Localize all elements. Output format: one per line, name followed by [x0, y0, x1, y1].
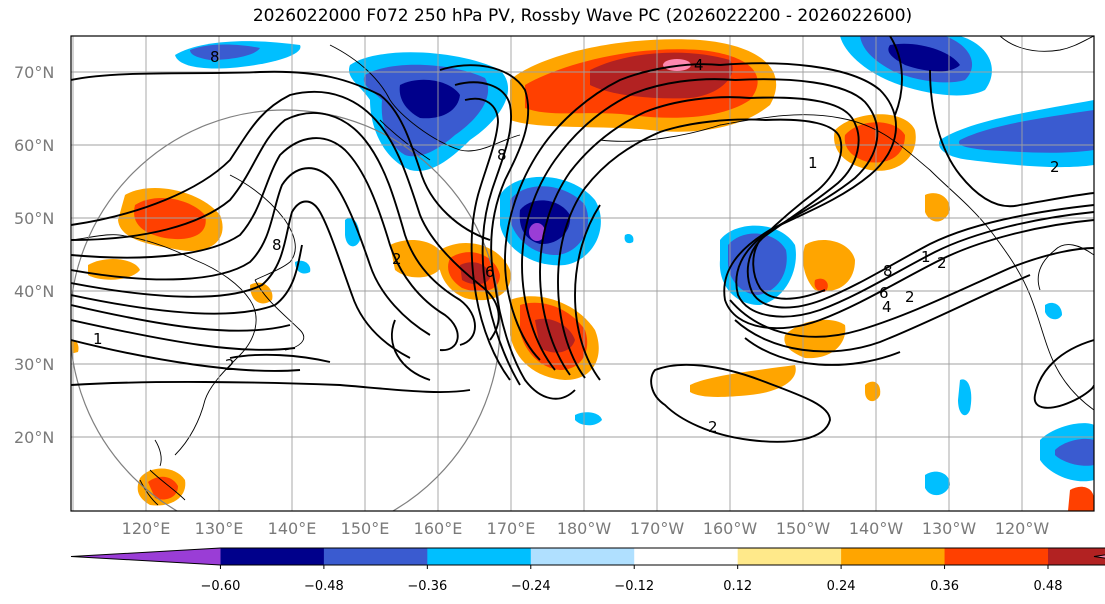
pv-contours — [71, 36, 1094, 443]
lon-label: 150°W — [776, 519, 831, 538]
contour-label: 2 — [937, 254, 947, 272]
lon-label: 120°W — [995, 519, 1050, 538]
colorbar-tick-label: 0.36 — [930, 579, 959, 594]
colorbar-segment — [634, 548, 739, 565]
colorbar-segment — [323, 548, 428, 565]
colorbar-tick-label: −0.60 — [201, 579, 241, 594]
lon-label: 160°E — [414, 519, 463, 538]
lon-label: 160°W — [703, 519, 758, 538]
contour-label: 4 — [882, 298, 892, 316]
contour-label: 6 — [485, 263, 495, 281]
lon-label: 120°E — [122, 519, 171, 538]
radius-circle — [71, 109, 501, 511]
page-title: 2026022000 F072 250 hPa PV, Rossby Wave … — [252, 6, 913, 26]
lon-label: 140°E — [268, 519, 317, 538]
contour-label: 2 — [392, 250, 402, 268]
contour-label: 8 — [210, 48, 220, 66]
colorbar-ticks: −0.60 −0.48 −0.36 −0.24 −0.12 0.12 0.24 0.36 0.4… — [201, 565, 1063, 594]
contour-label: 1 — [921, 248, 931, 266]
latitude-labels: 70°N 60°N 50°N 40°N 30°N 20°N — [14, 63, 54, 447]
contour-label: 4 — [694, 56, 704, 74]
colorbar-extend-min — [71, 548, 221, 565]
colorbar-segment — [737, 548, 842, 565]
contour-label: 8 — [883, 262, 893, 280]
colorbar-segment — [841, 548, 946, 565]
contour-label: 8 — [497, 146, 507, 164]
lon-label: 170°W — [630, 519, 685, 538]
lat-label: 30°N — [14, 355, 54, 374]
lon-label: 130°E — [195, 519, 244, 538]
contour-label: 8 — [272, 236, 282, 254]
graticule — [71, 36, 1094, 511]
colorbar-tick-label: −0.36 — [407, 579, 447, 594]
colorbar-segment — [427, 548, 532, 565]
colorbar-tick-label: −0.12 — [614, 579, 654, 594]
colorbar-segment — [944, 548, 1049, 565]
coastlines — [71, 36, 1094, 506]
colorbar-tick-label: 0.24 — [827, 579, 856, 594]
contour-label: 2 — [225, 356, 235, 374]
colorbar-tick-label: −0.48 — [304, 579, 344, 594]
lon-label: 130°W — [922, 519, 977, 538]
lon-label: 180°W — [557, 519, 612, 538]
longitude-labels: 120°E 130°E 140°E 150°E 160°E 170°E 180°… — [122, 519, 1050, 538]
contour-label: 1 — [93, 330, 103, 348]
lon-label: 170°E — [487, 519, 536, 538]
contour-label: 2 — [905, 288, 915, 306]
colorbar-tick-label: 0.48 — [1034, 579, 1063, 594]
colorbar — [70, 547, 1105, 566]
contour-label: 2 — [1050, 158, 1060, 176]
colorbar-segment — [530, 548, 635, 565]
colorbar-segment — [1048, 548, 1105, 565]
lat-label: 50°N — [14, 209, 54, 228]
colorbar-tick-label: −0.24 — [511, 579, 551, 594]
contour-labels: 1 2 8 6 4 8 1 8 6 4 1 2 2 2 2 8 2 — [93, 48, 1060, 436]
colorbar-tick-label: 0.12 — [723, 579, 752, 594]
contour-label: 2 — [708, 418, 718, 436]
contour-label: 1 — [808, 154, 818, 172]
map-border — [70, 35, 1095, 512]
lat-label: 70°N — [14, 63, 54, 82]
colorbar-segment — [220, 548, 325, 565]
lon-label: 140°W — [849, 519, 904, 538]
lat-label: 40°N — [14, 282, 54, 301]
lat-label: 20°N — [14, 428, 54, 447]
lat-label: 60°N — [14, 136, 54, 155]
contour-label: 6 — [879, 284, 889, 302]
lon-label: 150°E — [341, 519, 390, 538]
